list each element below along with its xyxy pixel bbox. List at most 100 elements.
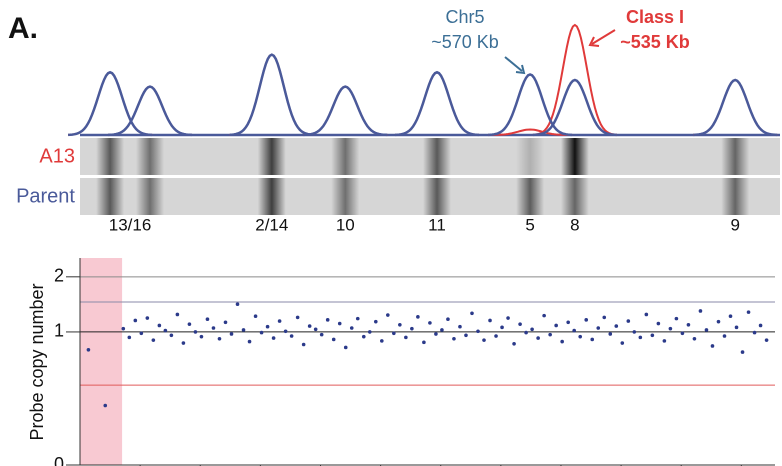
data-point (296, 316, 300, 320)
data-point (669, 327, 673, 331)
data-point (236, 302, 240, 306)
band-label: 5 (525, 215, 534, 234)
shaded-region (80, 258, 122, 465)
data-point (260, 331, 264, 335)
data-point (608, 332, 612, 336)
data-point (350, 326, 354, 330)
band-label: 8 (570, 215, 579, 234)
data-point (440, 328, 444, 332)
annotation: ~570 Kb (431, 32, 499, 52)
data-point (380, 339, 384, 343)
data-point (633, 330, 637, 334)
data-point (404, 336, 408, 340)
arrow (592, 30, 615, 44)
panel-label: A. (8, 12, 38, 45)
trace-peak (395, 72, 479, 135)
data-point (620, 341, 624, 345)
arrow (505, 57, 522, 71)
band-label: 13/16 (109, 215, 152, 234)
data-point (488, 319, 492, 323)
gel-band (721, 138, 749, 175)
y-tick-label: 1 (54, 321, 64, 341)
data-point (254, 314, 258, 318)
data-point (127, 336, 131, 340)
data-point (602, 316, 606, 320)
data-point (476, 329, 480, 333)
data-point (536, 336, 540, 340)
data-point (518, 322, 522, 326)
data-point (699, 309, 703, 313)
data-point (338, 322, 342, 326)
data-point (272, 336, 276, 340)
gel-band (331, 178, 359, 215)
band-label: 11 (428, 215, 446, 234)
data-point (200, 335, 204, 339)
data-point (753, 331, 757, 335)
data-point (687, 323, 691, 327)
data-point (464, 334, 468, 338)
data-point (87, 348, 91, 352)
data-point (530, 328, 534, 332)
y-tick-label: 0 (54, 454, 64, 466)
gel-band (423, 138, 451, 175)
gel-band (423, 178, 451, 215)
data-point (182, 341, 186, 345)
data-point (224, 321, 228, 325)
data-point (386, 313, 390, 317)
data-point (645, 313, 649, 317)
data-point (362, 335, 366, 339)
data-point (284, 329, 288, 333)
data-point (663, 339, 667, 343)
data-point (560, 340, 564, 344)
data-point (717, 320, 721, 324)
lane-label: Parent (16, 185, 75, 207)
band-label: 2/14 (255, 215, 288, 234)
data-point (158, 324, 162, 328)
trace-peak (693, 80, 777, 135)
data-point (506, 316, 510, 320)
data-point (434, 332, 438, 336)
data-point (470, 311, 474, 315)
data-point (422, 341, 426, 345)
data-point (741, 350, 745, 354)
gel-band (516, 138, 544, 175)
data-point (578, 335, 582, 339)
data-point (494, 334, 498, 338)
data-point (242, 328, 246, 332)
data-point (651, 334, 655, 338)
data-point (627, 319, 631, 323)
data-point (176, 313, 180, 317)
trace-peak (395, 72, 479, 135)
data-point (308, 324, 312, 328)
data-point (639, 336, 643, 340)
band-label: 10 (336, 215, 355, 234)
data-point (693, 337, 697, 341)
data-point (500, 326, 504, 330)
data-point (548, 333, 552, 337)
data-point (759, 324, 763, 328)
data-point (356, 317, 360, 321)
band-label: 9 (730, 215, 739, 234)
data-point (170, 334, 174, 338)
data-point (134, 319, 138, 323)
data-point (458, 325, 462, 329)
figure: A. Probe copy number A13 Parent 13/16 2/14 1… (0, 0, 782, 466)
data-point (681, 331, 685, 335)
gel-band (561, 178, 589, 215)
data-point (428, 321, 432, 325)
data-point (398, 323, 402, 327)
data-point (266, 325, 270, 329)
data-point (657, 322, 661, 326)
data-point (152, 338, 156, 342)
data-point (212, 326, 216, 330)
y-axis-label: Probe copy number (27, 283, 47, 440)
data-point (596, 326, 600, 330)
data-point (146, 316, 150, 320)
lane-label: A13 (39, 145, 75, 167)
data-point (103, 404, 107, 408)
gel-band (96, 178, 124, 215)
data-point (302, 343, 306, 347)
data-point (164, 329, 168, 333)
data-point (230, 332, 234, 336)
data-point (392, 331, 396, 335)
